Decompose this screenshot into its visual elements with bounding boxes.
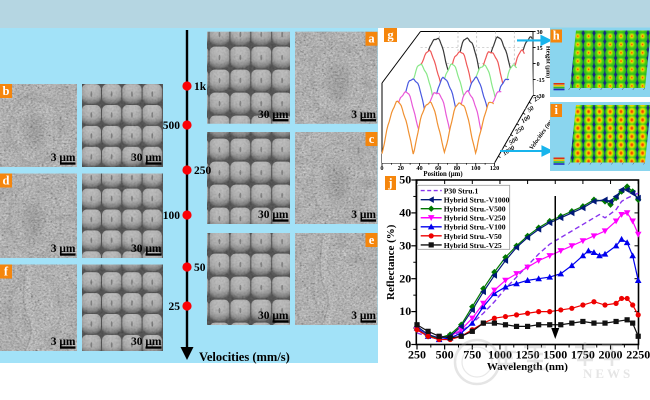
svg-text:e: e bbox=[369, 233, 375, 247]
svg-text:30: 30 bbox=[399, 238, 411, 252]
svg-text:h: h bbox=[553, 29, 560, 43]
svg-text:Velocities (mm/s): Velocities (mm/s) bbox=[199, 350, 290, 364]
svg-text:10: 10 bbox=[399, 304, 411, 318]
svg-text:30: 30 bbox=[537, 30, 543, 36]
svg-text:25: 25 bbox=[169, 301, 181, 313]
svg-text:500: 500 bbox=[163, 120, 181, 132]
svg-text:15: 15 bbox=[537, 46, 543, 52]
svg-text:d: d bbox=[3, 174, 10, 188]
svg-text:50: 50 bbox=[399, 173, 411, 187]
svg-text:3 μm: 3 μm bbox=[51, 243, 76, 255]
svg-text:30 μm: 30 μm bbox=[258, 310, 289, 322]
svg-text:500: 500 bbox=[436, 348, 454, 362]
svg-text:100: 100 bbox=[163, 210, 181, 222]
svg-text:20: 20 bbox=[398, 165, 404, 172]
svg-text:Hybrid Stru.-V250: Hybrid Stru.-V250 bbox=[444, 214, 506, 223]
svg-text:3 μm: 3 μm bbox=[51, 336, 76, 348]
svg-text:Hybrid Stru.-V500: Hybrid Stru.-V500 bbox=[444, 205, 506, 214]
svg-text:30 μm: 30 μm bbox=[131, 243, 162, 255]
svg-text:30 μm: 30 μm bbox=[131, 152, 162, 164]
svg-text:0: 0 bbox=[537, 62, 540, 68]
svg-text:1250: 1250 bbox=[516, 348, 540, 362]
svg-text:2000: 2000 bbox=[599, 348, 623, 362]
svg-text:40: 40 bbox=[416, 165, 422, 172]
svg-text:3 μm: 3 μm bbox=[351, 109, 376, 121]
svg-text:NEWS: NEWS bbox=[583, 366, 633, 381]
svg-text:i: i bbox=[555, 103, 559, 117]
svg-text:1750: 1750 bbox=[571, 348, 595, 362]
svg-text:b: b bbox=[3, 84, 10, 98]
svg-text:250: 250 bbox=[194, 165, 212, 177]
svg-text:Hybrid Stru.-V25: Hybrid Stru.-V25 bbox=[444, 241, 502, 250]
svg-text:Hybrid Stru.-V1000: Hybrid Stru.-V1000 bbox=[444, 196, 510, 205]
svg-text:50: 50 bbox=[194, 262, 206, 274]
svg-text:1500: 1500 bbox=[543, 348, 567, 362]
svg-text:50: 50 bbox=[526, 104, 536, 114]
svg-text:30 μm: 30 μm bbox=[258, 109, 289, 121]
svg-text:250: 250 bbox=[408, 348, 426, 362]
svg-text:Height (μm): Height (μm) bbox=[545, 46, 552, 78]
svg-text:60: 60 bbox=[435, 165, 441, 172]
svg-text:c: c bbox=[369, 132, 375, 146]
svg-text:-30: -30 bbox=[537, 94, 545, 100]
svg-text:3 μm: 3 μm bbox=[351, 310, 376, 322]
svg-text:80: 80 bbox=[454, 165, 460, 172]
svg-text:Reflectance (%): Reflectance (%) bbox=[385, 224, 397, 300]
svg-text:0: 0 bbox=[405, 337, 411, 351]
svg-text:j: j bbox=[387, 176, 392, 190]
svg-text:750: 750 bbox=[463, 348, 481, 362]
svg-text:Wavelength (nm): Wavelength (nm) bbox=[487, 361, 568, 373]
svg-text:500: 500 bbox=[508, 135, 521, 147]
svg-text:2250: 2250 bbox=[626, 348, 650, 362]
svg-text:f: f bbox=[4, 265, 9, 279]
svg-text:25: 25 bbox=[532, 94, 543, 104]
svg-text:30 μm: 30 μm bbox=[258, 209, 289, 221]
svg-text:-15: -15 bbox=[537, 78, 545, 84]
svg-text:g: g bbox=[387, 28, 394, 42]
svg-text:P30 Stru.1: P30 Stru.1 bbox=[444, 187, 479, 196]
svg-text:Position (μm): Position (μm) bbox=[423, 171, 462, 178]
svg-text:40: 40 bbox=[399, 206, 411, 220]
svg-text:Hybrid Stru.-V100: Hybrid Stru.-V100 bbox=[444, 223, 506, 232]
svg-text:3 μm: 3 μm bbox=[351, 209, 376, 221]
svg-text:100: 100 bbox=[520, 113, 533, 125]
svg-text:0: 0 bbox=[380, 165, 383, 172]
svg-text:3 μm: 3 μm bbox=[51, 152, 76, 164]
svg-text:1k: 1k bbox=[194, 81, 207, 93]
svg-text:100: 100 bbox=[471, 165, 480, 172]
svg-text:120: 120 bbox=[490, 165, 499, 172]
svg-text:Hybrid Stru.-V50: Hybrid Stru.-V50 bbox=[444, 232, 502, 241]
svg-text:20: 20 bbox=[399, 271, 411, 285]
svg-text:1000: 1000 bbox=[488, 348, 512, 362]
svg-text:30 μm: 30 μm bbox=[131, 336, 162, 348]
svg-text:a: a bbox=[368, 32, 375, 46]
